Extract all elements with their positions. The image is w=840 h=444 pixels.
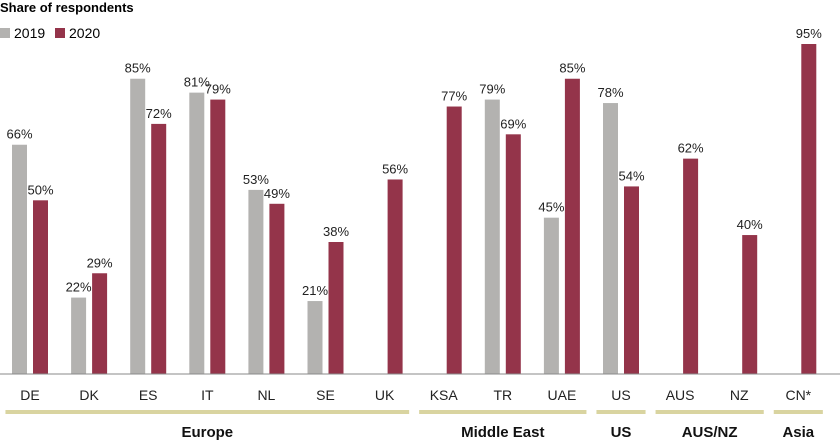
value-label-us-2019: 78% <box>597 85 623 100</box>
group-label-asia: Asia <box>782 424 814 441</box>
tick-label-cn: CN* <box>785 387 811 403</box>
bar-dk-2019 <box>71 297 87 374</box>
bar-aus-2020 <box>683 158 699 374</box>
tick-label-de: DE <box>20 387 39 403</box>
legend-label-2019: 2019 <box>14 25 45 41</box>
value-label-it-2019: 81% <box>184 75 210 90</box>
value-label-us-2020: 54% <box>618 168 644 183</box>
value-labels-layer: 66%50%22%29%85%72%81%79%53%49%21%38%56%7… <box>6 26 822 298</box>
bar-uk-2020 <box>387 179 403 374</box>
tick-label-tr: TR <box>493 387 512 403</box>
group-bar-middleeast <box>419 410 587 414</box>
bar-es-2019 <box>130 78 146 374</box>
value-label-aus-2020: 62% <box>678 141 704 156</box>
value-label-uk-2020: 56% <box>382 161 408 176</box>
bar-cn-2020 <box>801 44 817 374</box>
value-label-tr-2020: 69% <box>500 116 526 131</box>
tick-label-es: ES <box>139 387 158 403</box>
bar-us-2019 <box>603 103 618 374</box>
value-label-nl-2020: 49% <box>264 186 290 201</box>
group-label-middleeast: Middle East <box>461 424 544 441</box>
tick-label-us: US <box>611 387 630 403</box>
value-label-de-2020: 50% <box>27 182 53 197</box>
value-label-uae-2020: 85% <box>559 61 585 76</box>
group-bar-europe <box>5 410 410 414</box>
chart-title: Share of respondents <box>0 0 134 15</box>
group-label-us: US <box>611 424 632 441</box>
bar-ksa-2020 <box>446 106 462 375</box>
tick-label-se: SE <box>316 387 335 403</box>
bar-uae-2019 <box>543 217 559 374</box>
value-label-tr-2019: 79% <box>479 82 505 97</box>
legend-swatch-2020 <box>55 28 65 38</box>
bar-se-2020 <box>328 242 344 374</box>
tick-label-nl: NL <box>257 387 275 403</box>
value-label-se-2019: 21% <box>302 283 328 298</box>
legend: 2019 2020 <box>0 25 100 41</box>
bar-us-2020 <box>624 186 639 374</box>
value-label-uae-2019: 45% <box>538 200 564 215</box>
value-label-dk-2020: 29% <box>87 255 113 270</box>
group-bar-us <box>596 410 646 414</box>
category-tick-labels: DE DK ES IT NL SE UK KSA TR UAE US AUS NZ CN* <box>20 387 811 403</box>
value-label-it-2020: 79% <box>205 82 231 97</box>
bar-es-2020 <box>151 123 167 374</box>
group-bar-ausnz <box>655 410 764 414</box>
bar-it-2019 <box>189 92 205 374</box>
value-label-nz-2020: 40% <box>737 217 763 232</box>
value-label-cn-2020: 95% <box>796 26 822 41</box>
value-label-nl-2019: 53% <box>243 172 269 187</box>
legend-label-2020: 2020 <box>69 25 100 41</box>
bar-dk-2020 <box>92 273 108 374</box>
value-label-dk-2019: 22% <box>66 280 92 295</box>
group-bar-asia <box>773 410 823 414</box>
tick-label-ksa: KSA <box>430 387 459 403</box>
bars-layer <box>12 44 817 375</box>
tick-label-uk: UK <box>375 387 395 403</box>
bar-nz-2020 <box>742 235 758 374</box>
value-label-es-2019: 85% <box>125 61 151 76</box>
bar-se-2019 <box>307 301 323 374</box>
bar-nl-2020 <box>269 203 285 374</box>
bar-tr-2020 <box>505 134 521 374</box>
value-label-es-2020: 72% <box>146 106 172 121</box>
group-label-europe: Europe <box>181 424 233 441</box>
bar-de-2019 <box>12 144 27 374</box>
value-label-ksa-2020: 77% <box>441 89 467 104</box>
tick-label-it: IT <box>201 387 214 403</box>
tick-label-uae: UAE <box>548 387 577 403</box>
bar-it-2020 <box>210 99 226 374</box>
group-labels-layer: Europe Middle East US AUS/NZ Asia <box>5 410 823 441</box>
bar-de-2020 <box>33 200 48 374</box>
value-label-de-2019: 66% <box>6 127 32 142</box>
legend-swatch-2019 <box>0 28 10 38</box>
group-label-ausnz: AUS/NZ <box>682 424 738 441</box>
bar-tr-2019 <box>484 99 500 374</box>
tick-label-dk: DK <box>79 387 99 403</box>
bar-nl-2019 <box>248 189 264 374</box>
tick-label-nz: NZ <box>730 387 749 403</box>
tick-label-aus: AUS <box>666 387 695 403</box>
value-label-se-2020: 38% <box>323 224 349 239</box>
bar-uae-2020 <box>564 78 580 374</box>
